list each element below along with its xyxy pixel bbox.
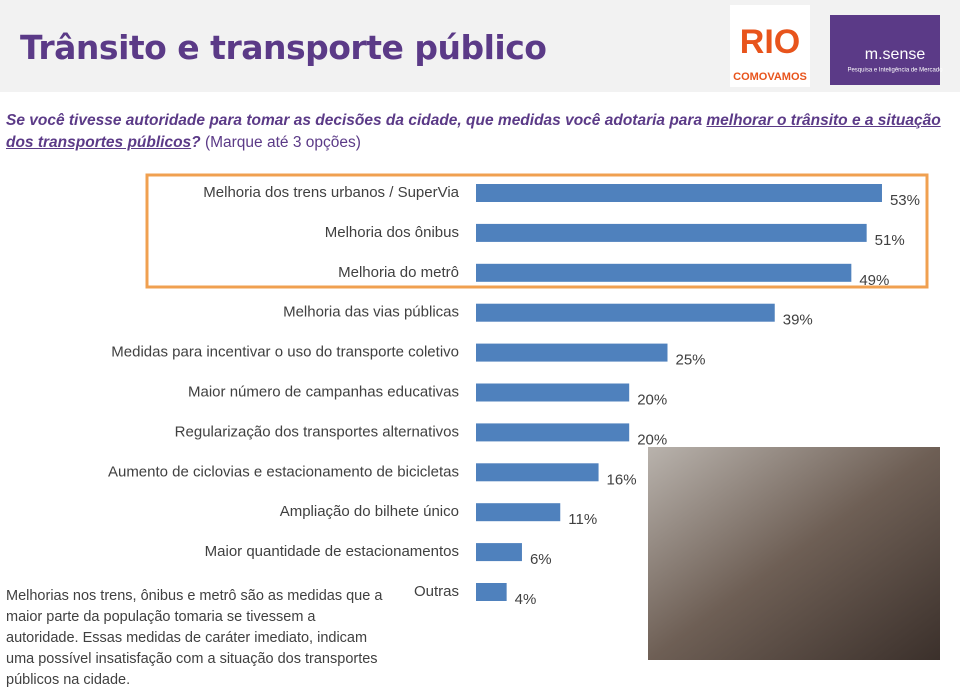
question: Se você tivesse autoridade para tomar as… [6, 110, 946, 154]
question-mark: ? [191, 134, 201, 151]
bar [476, 503, 561, 522]
bar [476, 303, 775, 322]
value-label: 39% [783, 312, 813, 329]
bar [476, 583, 507, 601]
category-label: Medidas para incentivar o uso do transpo… [111, 344, 459, 361]
value-label: 16% [607, 471, 637, 488]
category-label: Melhoria dos trens urbanos / SuperVia [203, 184, 459, 201]
instruction: (Marque até 3 opções) [204, 134, 361, 151]
bar [476, 343, 668, 362]
category-label: Aumento de ciclovias e estacionamento de… [108, 463, 459, 480]
bar [476, 543, 522, 562]
value-label: 11% [568, 511, 597, 528]
highlight-box [145, 173, 929, 289]
category-label: Maior quantidade de estacionamentos [205, 543, 459, 560]
logo-rio-text: RIO [740, 23, 800, 61]
value-label: 53% [890, 192, 920, 209]
value-label: 49% [859, 272, 889, 289]
logo-msense [830, 15, 940, 85]
value-label: 25% [676, 352, 706, 369]
category-label: Maior número de campanhas educativas [188, 383, 459, 400]
value-label: 4% [515, 591, 537, 608]
value-label: 20% [637, 391, 667, 408]
photo [648, 447, 940, 660]
bar [476, 263, 852, 282]
category-label: Ampliação do bilhete único [280, 503, 459, 520]
question-underlined: melhorar o trânsito e a situação dos tra… [6, 112, 941, 151]
question-text: Se você tivesse autoridade para tomar as… [6, 112, 707, 129]
category-label: Melhoria dos ônibus [325, 224, 459, 241]
value-label: 20% [637, 431, 667, 448]
note: Melhorias nos trens, ônibus e metrô são … [6, 588, 383, 688]
bar [476, 423, 630, 442]
value-label: 6% [530, 551, 552, 568]
bar [476, 383, 630, 402]
logo-msense-text: m.sense [865, 46, 926, 63]
category-label: Melhoria do metrô [338, 264, 459, 281]
logo-msense-sub: Pesquisa e Inteligência de Mercado [847, 68, 943, 74]
bar [476, 223, 867, 242]
title: Trânsito e transporte público [20, 28, 547, 67]
category-label: Melhoria das vias públicas [283, 304, 459, 321]
category-label: Regularização dos transportes alternativ… [175, 423, 459, 440]
bar [476, 463, 599, 482]
logo-rio [730, 5, 810, 87]
category-label: Outras [414, 583, 459, 600]
logo-comovamos: COMOVAMOS [733, 71, 807, 83]
bar [476, 184, 882, 202]
value-label: 51% [875, 232, 905, 249]
